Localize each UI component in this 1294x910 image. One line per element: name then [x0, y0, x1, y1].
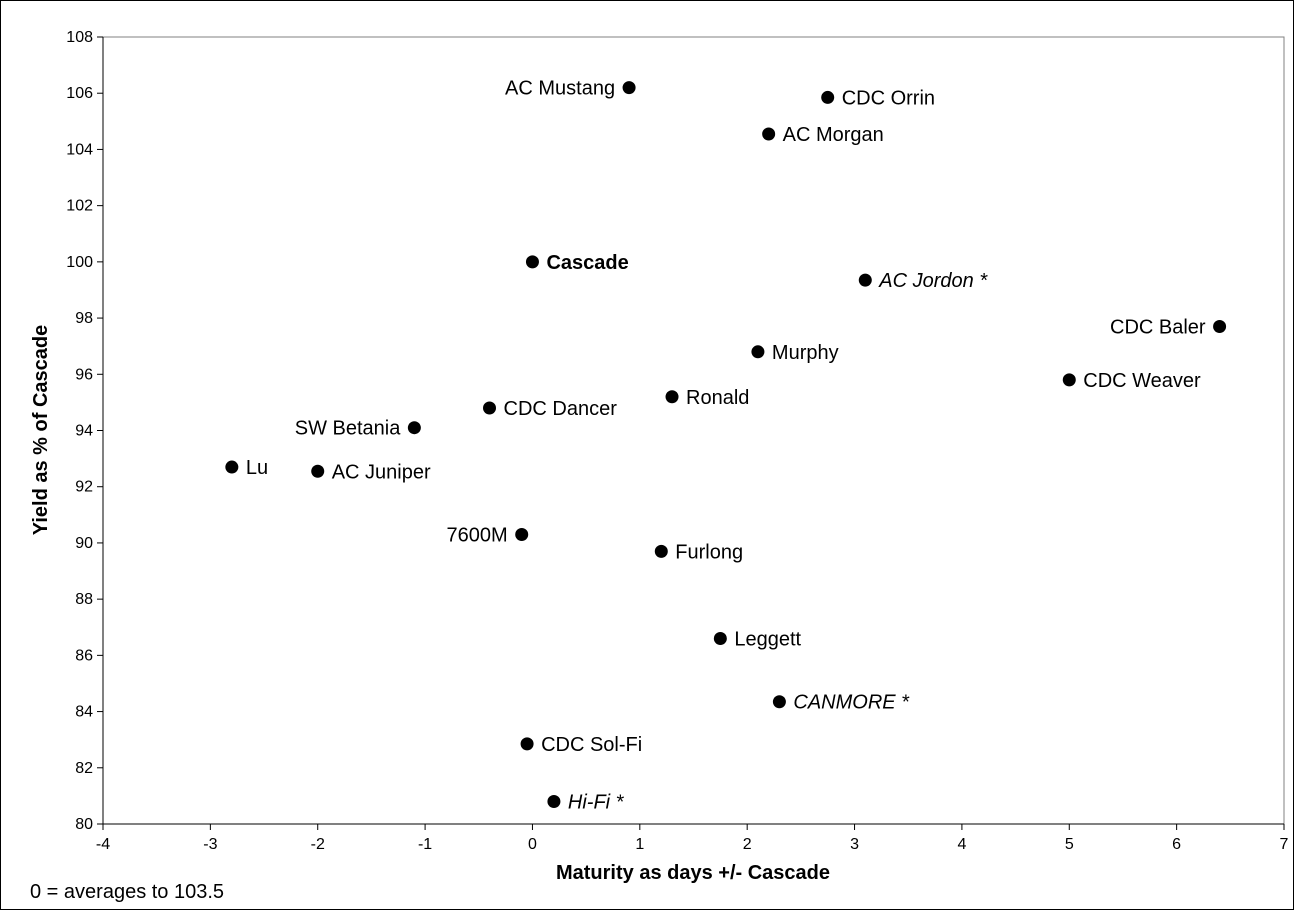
data-point [1062, 373, 1076, 387]
x-tick-label: 5 [1065, 836, 1074, 853]
x-tick-label: -3 [203, 836, 217, 853]
y-tick-label: 92 [75, 479, 93, 496]
data-point [821, 90, 835, 104]
y-tick-label: 84 [75, 704, 93, 721]
x-tick-label: -1 [418, 836, 432, 853]
data-point [225, 460, 239, 474]
y-tick-label: 94 [75, 423, 93, 440]
data-point-label: AC Jordon * [878, 270, 988, 292]
y-tick-label: 88 [75, 591, 93, 608]
data-point-label: CDC Baler [1110, 317, 1206, 339]
data-point [622, 81, 636, 95]
data-point-label: Cascade [546, 252, 628, 274]
data-point-label: SW Betania [295, 418, 401, 440]
x-tick-label: -4 [96, 836, 110, 853]
data-point [1213, 320, 1227, 334]
data-point-label: CANMORE * [793, 692, 910, 714]
y-tick-label: 108 [66, 29, 93, 46]
x-tick-label: 7 [1280, 836, 1289, 853]
data-point-label: CDC Weaver [1083, 370, 1201, 392]
data-point [772, 695, 786, 709]
data-point-label: AC Morgan [783, 124, 884, 146]
y-tick-label: 90 [75, 535, 93, 552]
footnote: 0 = averages to 103.5 [30, 881, 224, 903]
data-point-label: CDC Dancer [504, 398, 618, 420]
data-point-label: Ronald [686, 387, 749, 409]
y-tick-label: 106 [66, 85, 93, 102]
data-point-label: Leggett [734, 628, 801, 650]
data-point [520, 737, 534, 751]
x-axis-title: Maturity as days +/- Cascade [556, 862, 830, 884]
y-tick-label: 80 [75, 816, 93, 833]
data-point [483, 401, 497, 415]
y-tick-label: 104 [66, 141, 93, 158]
data-point [858, 273, 872, 287]
y-tick-label: 96 [75, 366, 93, 383]
data-point-label: 7600M [447, 524, 508, 546]
data-point-label: Hi-Fi * [568, 792, 625, 814]
data-point [525, 255, 539, 269]
y-tick-label: 98 [75, 310, 93, 327]
data-point-label: CDC Orrin [842, 87, 935, 109]
x-tick-label: -2 [311, 836, 325, 853]
x-tick-label: 2 [743, 836, 752, 853]
y-tick-label: 82 [75, 760, 93, 777]
x-tick-label: 6 [1172, 836, 1181, 853]
data-point [713, 631, 727, 645]
data-point [665, 390, 679, 404]
x-tick-label: 0 [528, 836, 537, 853]
data-point [751, 345, 765, 359]
x-axis-ticks: -4 -3 -2 -1 0 1 2 3 4 5 6 7 [96, 824, 1289, 853]
x-tick-label: 3 [850, 836, 859, 853]
y-tick-label: 102 [66, 198, 93, 215]
data-point [407, 421, 421, 435]
data-point [547, 795, 561, 809]
data-point [515, 527, 529, 541]
data-point-label: Furlong [675, 541, 743, 563]
data-points: AC Mustang CDC Orrin AC Morgan Cascade AC Jo… [225, 78, 1227, 814]
x-tick-label: 1 [635, 836, 644, 853]
x-tick-label: 4 [957, 836, 966, 853]
data-point-label: AC Juniper [332, 461, 431, 483]
data-point-label: AC Mustang [505, 78, 615, 100]
y-axis-title: Yield as % of Cascade [30, 325, 52, 535]
y-axis-ticks: 80 82 84 86 88 90 92 94 96 98 100 102 104 106 108 [66, 29, 103, 833]
data-point [654, 544, 668, 558]
data-point-label: CDC Sol-Fi [541, 734, 642, 756]
data-point-label: Murphy [772, 342, 839, 364]
y-tick-label: 86 [75, 647, 93, 664]
data-point [311, 464, 325, 478]
y-tick-label: 100 [66, 254, 93, 271]
data-point-label: Lu [246, 457, 268, 479]
data-point [762, 127, 776, 141]
